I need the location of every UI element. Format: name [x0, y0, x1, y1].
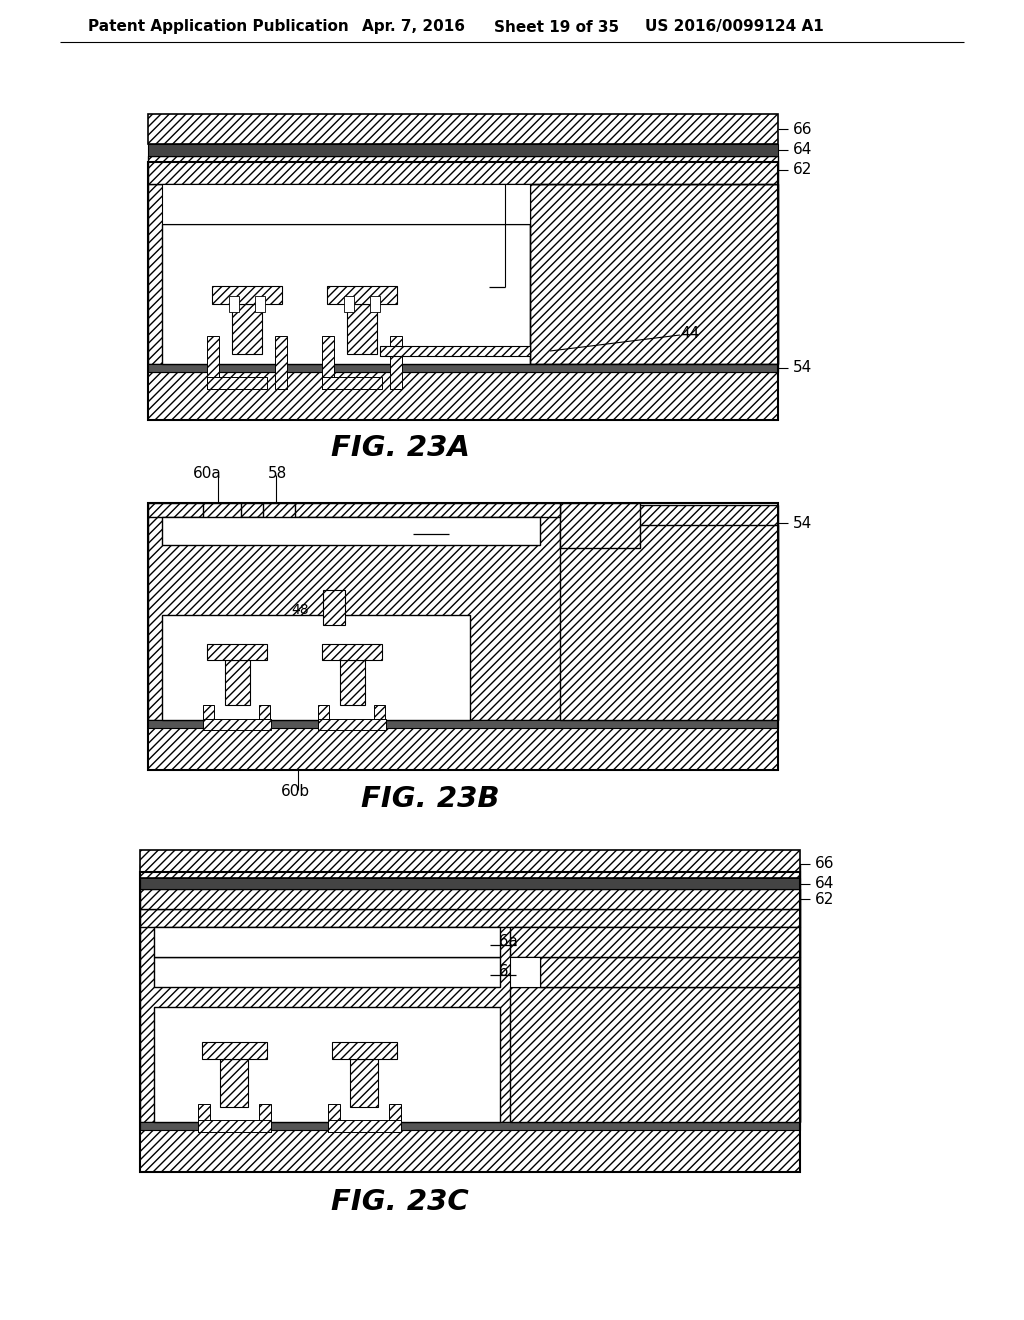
Bar — [148, 162, 778, 420]
Bar — [162, 517, 540, 545]
Text: 60a: 60a — [193, 466, 222, 480]
Text: 54: 54 — [793, 360, 812, 375]
Text: FIG. 23A: FIG. 23A — [331, 434, 469, 462]
Bar — [162, 224, 530, 364]
Bar — [148, 503, 778, 770]
Bar — [344, 296, 354, 312]
Text: US 2016/0099124 A1: US 2016/0099124 A1 — [645, 20, 823, 34]
Bar — [154, 957, 500, 987]
Bar — [154, 927, 500, 957]
Bar — [263, 503, 295, 539]
Bar — [328, 1104, 340, 1133]
Bar — [140, 878, 800, 888]
Bar — [207, 378, 267, 389]
Bar — [162, 615, 470, 719]
Bar — [322, 644, 382, 660]
Bar — [530, 183, 778, 364]
Bar — [560, 503, 640, 548]
Bar — [140, 865, 800, 1122]
Bar — [332, 1041, 397, 1059]
Bar — [140, 1122, 800, 1130]
Text: Apr. 7, 2016: Apr. 7, 2016 — [362, 20, 465, 34]
Bar — [340, 660, 365, 705]
Text: 66: 66 — [815, 857, 835, 871]
Bar — [148, 729, 778, 770]
Bar — [140, 873, 800, 1172]
Bar — [374, 705, 385, 730]
Bar — [140, 850, 800, 878]
Bar — [275, 337, 287, 389]
Bar — [220, 1059, 248, 1107]
Bar — [148, 183, 778, 364]
Bar — [203, 719, 271, 730]
Bar — [203, 705, 214, 730]
Text: 66a: 66a — [416, 524, 444, 539]
Bar — [380, 346, 530, 356]
Bar — [318, 705, 329, 730]
Text: 54: 54 — [793, 516, 812, 531]
Text: 60b: 60b — [281, 784, 309, 800]
Bar — [203, 503, 241, 543]
Text: 48: 48 — [292, 603, 309, 616]
Bar — [198, 1104, 210, 1133]
Bar — [259, 1104, 271, 1133]
Bar — [148, 144, 778, 156]
Text: 64: 64 — [793, 143, 812, 157]
Bar — [347, 304, 377, 354]
Bar — [510, 957, 540, 987]
Bar — [389, 1104, 401, 1133]
Bar — [140, 1130, 800, 1172]
Bar — [154, 1007, 500, 1122]
Bar — [202, 1041, 267, 1059]
Bar — [327, 286, 397, 304]
Bar — [370, 296, 380, 312]
Bar — [148, 364, 778, 372]
Bar — [162, 183, 530, 224]
Bar — [148, 506, 778, 719]
Text: 64: 64 — [815, 876, 835, 891]
Bar — [560, 525, 778, 719]
Text: 62: 62 — [793, 162, 812, 177]
Bar — [212, 286, 282, 304]
Text: 44: 44 — [680, 326, 699, 342]
Bar — [350, 1059, 378, 1107]
Bar — [232, 304, 262, 354]
Text: 66a: 66a — [490, 935, 519, 949]
Text: 66b: 66b — [490, 965, 519, 979]
Bar — [322, 378, 382, 389]
Text: Sheet 19 of 35: Sheet 19 of 35 — [494, 20, 620, 34]
Bar — [323, 590, 345, 624]
Bar — [148, 364, 778, 372]
Text: Patent Application Publication: Patent Application Publication — [88, 20, 349, 34]
Bar — [540, 957, 800, 987]
Bar — [148, 719, 778, 729]
Text: 62: 62 — [815, 891, 835, 907]
Bar — [148, 114, 778, 144]
Bar — [198, 1119, 271, 1133]
Bar — [510, 987, 800, 1122]
Bar — [390, 337, 402, 389]
Bar — [229, 296, 239, 312]
Bar — [148, 503, 560, 517]
Bar — [225, 660, 250, 705]
Bar — [140, 909, 800, 927]
Bar — [148, 372, 778, 420]
Bar — [510, 927, 800, 957]
Bar — [140, 888, 800, 909]
Text: 58: 58 — [268, 466, 288, 480]
Bar — [207, 644, 267, 660]
Text: 66: 66 — [490, 276, 510, 292]
Text: 66: 66 — [793, 121, 812, 136]
Text: FIG. 23B: FIG. 23B — [360, 785, 500, 813]
Bar — [207, 337, 219, 389]
Bar — [322, 337, 334, 389]
Bar — [255, 296, 265, 312]
Text: FIG. 23C: FIG. 23C — [331, 1188, 469, 1216]
Bar — [318, 719, 386, 730]
Bar — [259, 705, 270, 730]
Bar — [148, 156, 778, 183]
Bar — [328, 1119, 401, 1133]
